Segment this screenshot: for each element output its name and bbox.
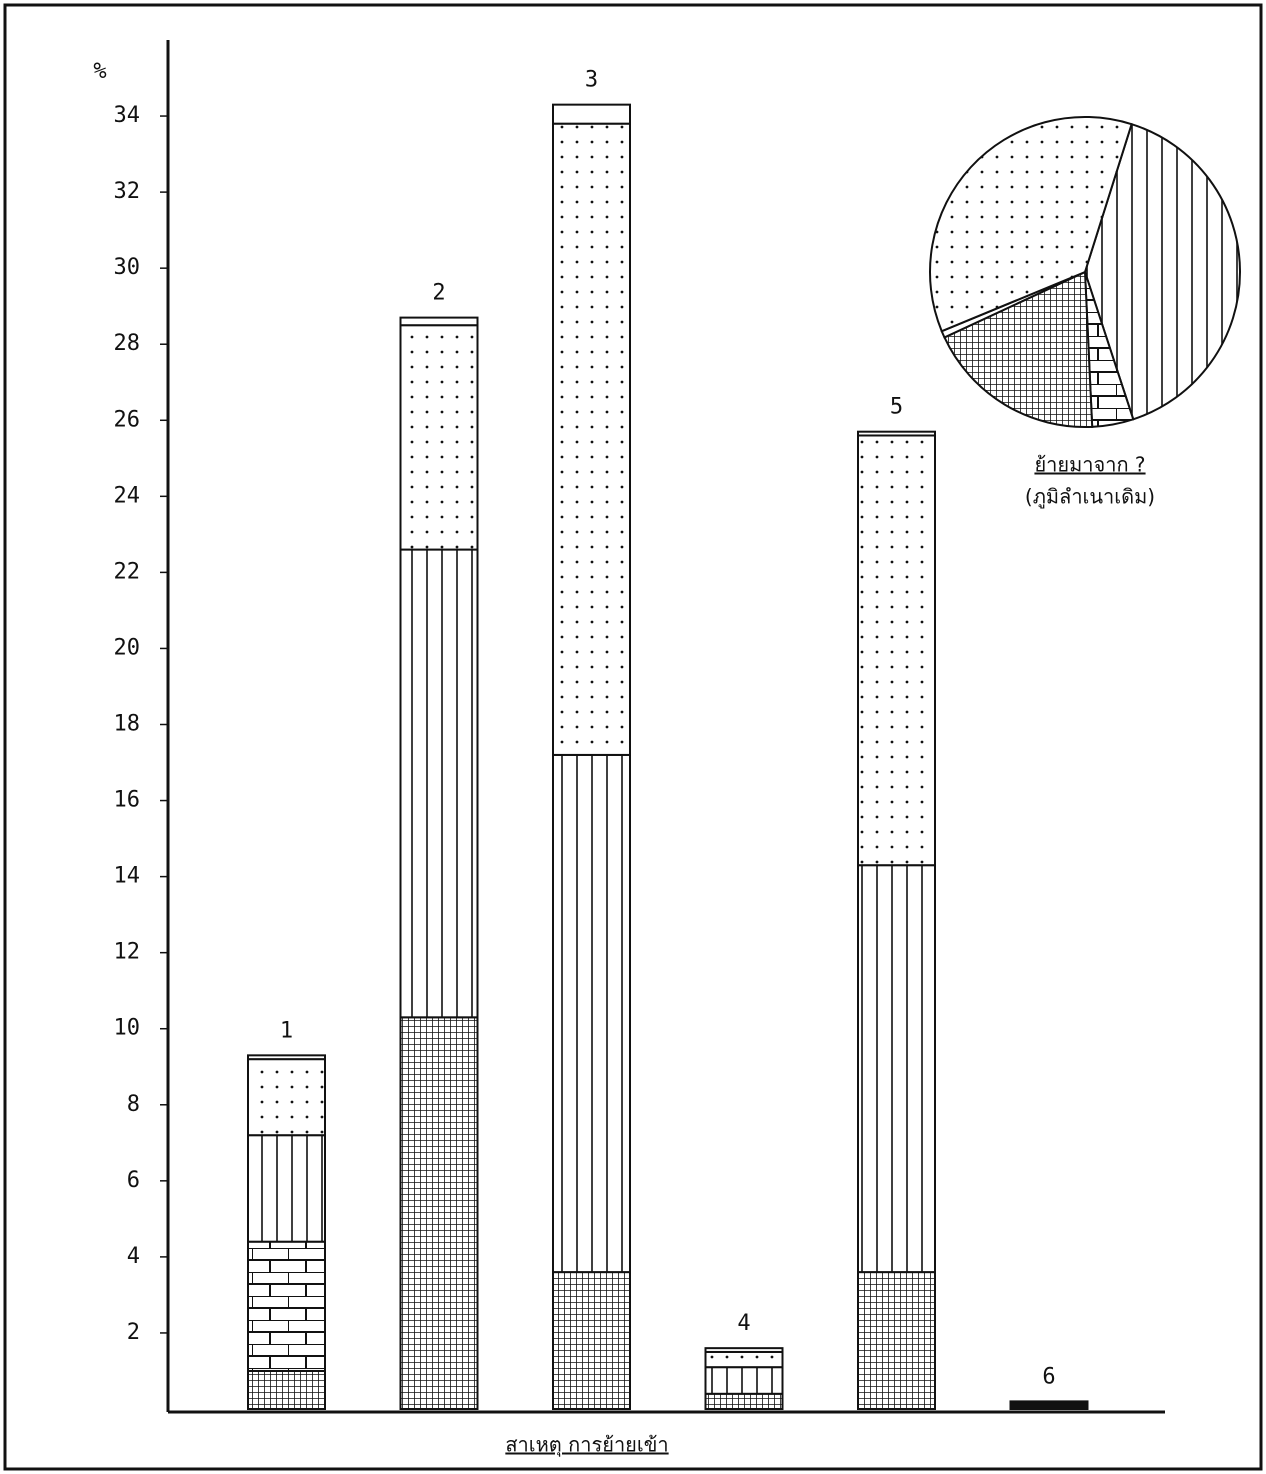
y-tick-label: 2 [127, 1320, 140, 1345]
y-tick-label: 4 [127, 1244, 140, 1269]
bar-segment [399, 548, 479, 1019]
y-tick-label: 6 [127, 1168, 140, 1193]
bar-segment [1009, 1400, 1089, 1410]
y-tick-label: 16 [114, 788, 141, 813]
pie-slice [1083, 122, 1241, 421]
bar-segment [552, 753, 631, 1274]
pie-slice [943, 270, 1094, 428]
bar-segment [552, 103, 631, 125]
bar-label: 5 [890, 395, 903, 420]
pie-subtitle: (ภูมิลำเนาเดิม) [1025, 485, 1155, 510]
y-tick-label: 12 [114, 940, 141, 965]
y-tick-label: 32 [114, 179, 141, 204]
pie-title: ย้ายมาจาก ? [1034, 453, 1145, 477]
y-tick-label: 26 [114, 407, 141, 432]
bar-segment [857, 434, 936, 867]
bar-segment [857, 1271, 936, 1410]
bar-segment [399, 316, 479, 327]
bar-segment [247, 1240, 326, 1372]
bar-label: 2 [432, 281, 445, 306]
y-tick-label: 20 [114, 635, 141, 660]
y-tick-label: 24 [114, 483, 141, 508]
y-tick-label: 30 [114, 255, 141, 280]
bar-segment [857, 430, 936, 437]
y-tick-label: 8 [127, 1092, 140, 1117]
y-tick-label: 10 [114, 1016, 141, 1041]
bar-segment [704, 1347, 784, 1353]
bar-segment [247, 1369, 326, 1410]
x-axis-label: สาเหตุ การย้ายเข้า [505, 1433, 668, 1458]
bar-label: 6 [1042, 1364, 1055, 1389]
y-tick-label: 22 [114, 559, 141, 584]
bar-segment [247, 1058, 326, 1137]
bar-segment [552, 1271, 631, 1410]
bar-segment [552, 122, 631, 756]
y-tick-label: 28 [114, 331, 141, 356]
bar-segment [857, 864, 936, 1274]
y-tick-label: 14 [114, 864, 141, 889]
bar-segment [704, 1350, 784, 1369]
pie-slice [929, 116, 1133, 333]
bar-segment [399, 324, 479, 551]
bar-label: 4 [737, 1311, 750, 1336]
bar-segment [704, 1392, 784, 1411]
bar-segment [399, 1016, 479, 1410]
bar-label: 3 [585, 68, 598, 93]
y-axis-label: % [93, 59, 106, 84]
bar-segment [704, 1366, 784, 1395]
bar-label: 1 [280, 1018, 293, 1043]
frame [3, 3, 1263, 1471]
bar-segment [247, 1054, 326, 1061]
bar-segment [247, 1134, 326, 1243]
y-tick-label: 34 [114, 103, 141, 128]
y-tick-label: 18 [114, 712, 141, 737]
